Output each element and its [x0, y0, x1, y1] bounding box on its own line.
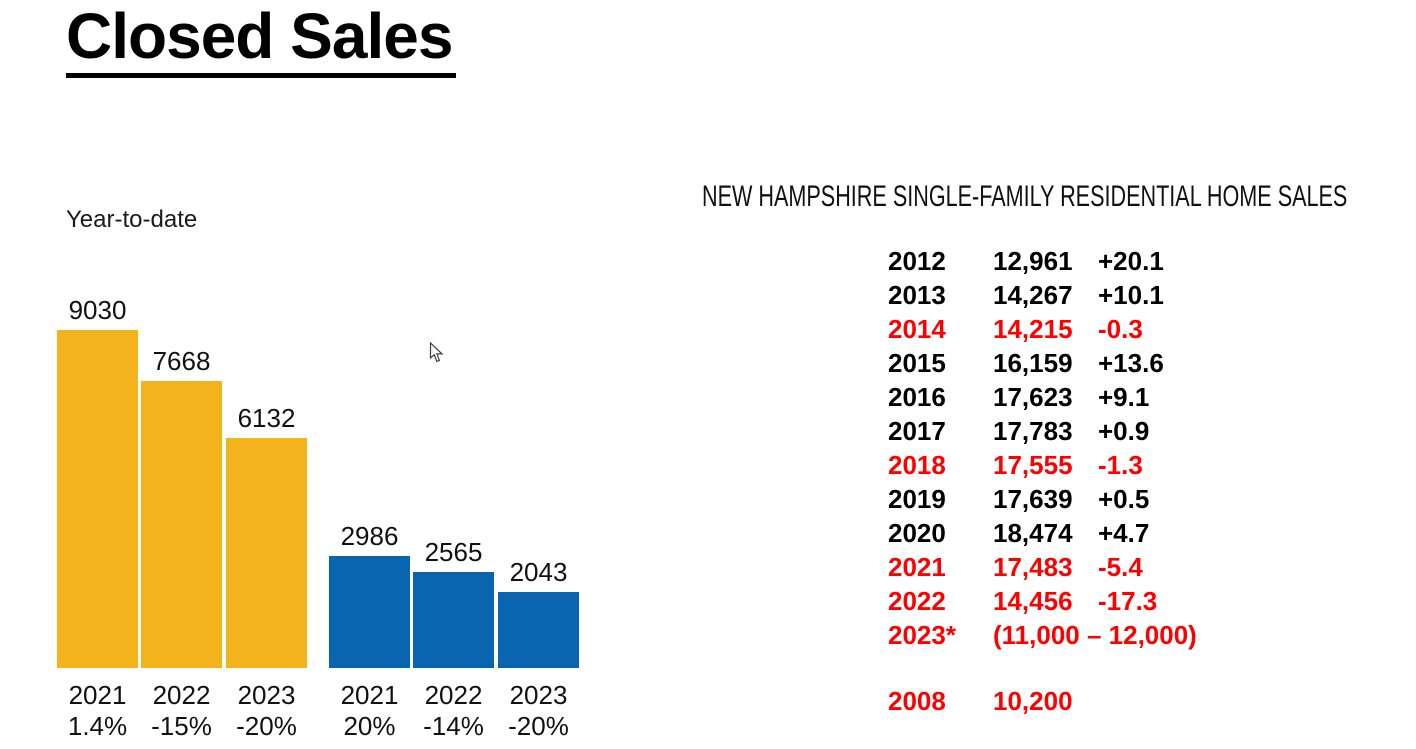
table-row: 2016 17,623 +9.1 [888, 380, 1408, 414]
bar [498, 592, 579, 668]
value-cell: 18,474 [993, 518, 1073, 548]
bar-value-label: 2986 [340, 521, 399, 551]
year-cell: 2016 [888, 382, 946, 412]
change-cell: +13.6 [1098, 348, 1164, 378]
change-cell: +4.7 [1098, 518, 1150, 548]
year-cell: 2008 [888, 686, 946, 716]
change-cell: -0.3 [1098, 314, 1143, 344]
bar-year-label: 2023 [237, 680, 296, 710]
year-cell: 2015 [888, 348, 946, 378]
change-cell: +0.5 [1098, 484, 1150, 514]
bar-pct-label: -14% [423, 711, 484, 741]
table-row: 2022 14,456 -17.3 [888, 584, 1408, 618]
bar-year-label: 2021 [340, 680, 399, 710]
value-cell: 14,267 [993, 280, 1073, 310]
bar-pct-label: -15% [151, 711, 212, 741]
bar-pct-label: -20% [236, 711, 297, 741]
bar-pct-label: -20% [508, 711, 569, 741]
table-row: 2020 18,474 +4.7 [888, 516, 1408, 550]
table-row: 2017 17,783 +0.9 [888, 414, 1408, 448]
value-cell: 17,483 [993, 552, 1073, 582]
bar-value-label: 7668 [152, 346, 211, 376]
table-row: 2014 14,215 -0.3 [888, 312, 1408, 346]
bar-year-label: 2022 [152, 680, 211, 710]
bar [413, 572, 494, 668]
change-cell: +0.9 [1098, 416, 1150, 446]
value-cell: 14,215 [993, 314, 1073, 344]
bar-value-label: 2043 [509, 557, 568, 587]
year-cell: 2018 [888, 450, 946, 480]
closed-sales-bar-chart: 9030 2021 1.4% 7668 2022 -15% 6132 2023 -20% 2986… [0, 0, 640, 749]
year-cell: 2014 [888, 314, 946, 344]
table-heading: NEW HAMPSHIRE SINGLE-FAMILY RESIDENTIAL … [702, 180, 1348, 213]
table-row: 2008 10,200 [888, 684, 1408, 718]
change-cell: -5.4 [1098, 552, 1143, 582]
bar [329, 556, 410, 668]
table-row: 2012 12,961 +20.1 [888, 244, 1408, 278]
bar-year-label: 2022 [424, 680, 483, 710]
table-row: 2015 16,159 +13.6 [888, 346, 1408, 380]
bar [226, 438, 307, 668]
table-row: 2019 17,639 +0.5 [888, 482, 1408, 516]
change-cell: -1.3 [1098, 450, 1143, 480]
value-cell: 17,639 [993, 484, 1073, 514]
year-cell: 2017 [888, 416, 946, 446]
bar [57, 330, 138, 668]
year-cell: 2019 [888, 484, 946, 514]
table-row: 2013 14,267 +10.1 [888, 278, 1408, 312]
year-cell: 2022 [888, 586, 946, 616]
value-cell: 17,555 [993, 450, 1073, 480]
nh-sales-table: 2012 12,961 +20.1 2013 14,267 +10.1 2014 14,215… [888, 244, 1408, 718]
table-row: 2021 17,483 -5.4 [888, 550, 1408, 584]
value-cell: 17,783 [993, 416, 1073, 446]
value-cell: 10,200 [993, 686, 1073, 716]
bar [141, 381, 222, 668]
bar-value-label: 9030 [68, 295, 127, 325]
year-cell: 2023* [888, 620, 956, 650]
chart-subtitle: Year-to-date [66, 206, 198, 233]
bar-year-label: 2021 [68, 680, 127, 710]
bar-pct-label: 1.4% [67, 711, 128, 741]
table-row: 2018 17,555 -1.3 [888, 448, 1408, 482]
change-cell: -17.3 [1098, 586, 1158, 616]
mouse-pointer-icon [429, 342, 444, 363]
change-cell: +10.1 [1098, 280, 1164, 310]
value-cell: 16,159 [993, 348, 1073, 378]
change-cell: +20.1 [1098, 246, 1164, 276]
table-row: 2023* (11,000 – 12,000) [888, 618, 1408, 652]
value-cell: 12,961 [993, 246, 1073, 276]
bar-pct-label: 20% [343, 711, 396, 741]
year-cell: 2021 [888, 552, 946, 582]
bar-value-label: 2565 [424, 537, 483, 567]
year-cell: 2012 [888, 246, 946, 276]
year-cell: 2020 [888, 518, 946, 548]
bar-value-label: 6132 [237, 403, 296, 433]
bar-year-label: 2023 [509, 680, 568, 710]
page-title: Closed Sales [66, 1, 457, 79]
year-cell: 2013 [888, 280, 946, 310]
value-cell: 17,623 [993, 382, 1073, 412]
change-cell: +9.1 [1098, 382, 1150, 412]
value-cell: 14,456 [993, 586, 1073, 616]
value-cell: (11,000 – 12,000) [993, 620, 1197, 650]
